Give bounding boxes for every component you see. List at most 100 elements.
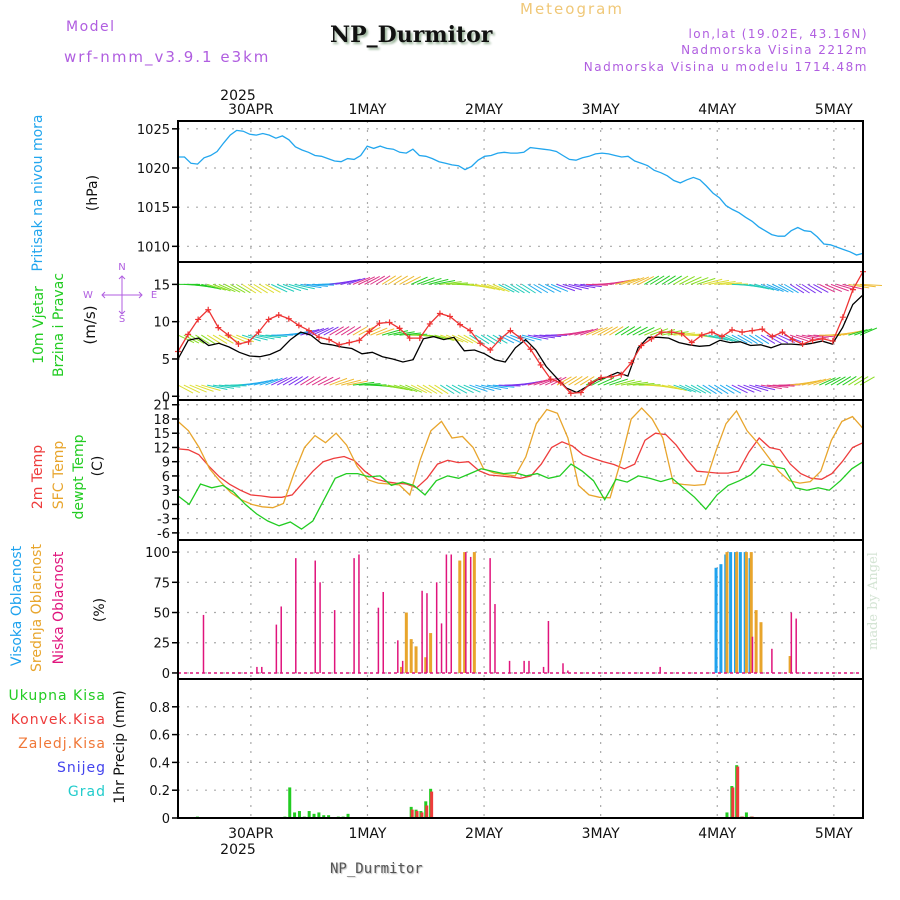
gust-marker <box>195 316 202 323</box>
wind-barb <box>236 283 251 294</box>
gust-marker <box>366 328 373 335</box>
wind-barb <box>795 283 810 294</box>
wind-barb <box>521 283 536 294</box>
wind-barb <box>533 334 555 339</box>
wind-barb <box>247 334 268 341</box>
wind-barb <box>632 382 655 386</box>
wind-barb <box>265 283 281 293</box>
cloud-bar <box>280 606 282 673</box>
gust-marker <box>245 338 252 345</box>
wind-barb <box>684 384 702 394</box>
cloud-bar <box>562 663 564 673</box>
wind-barb <box>673 275 689 285</box>
cloud-bar <box>528 660 530 673</box>
wind-barb <box>580 283 602 288</box>
wind-barb <box>457 334 474 344</box>
wind-barb <box>201 334 216 345</box>
y-tick-label: 0 <box>162 390 170 405</box>
wind-barb <box>708 384 723 395</box>
y-tick-label: 1010 <box>137 240 170 255</box>
y-tick-label: 50 <box>153 607 170 622</box>
gust-marker <box>588 379 595 386</box>
wind-barb <box>731 384 748 394</box>
wind-barb <box>760 384 782 390</box>
wind-barb <box>428 278 449 285</box>
cloud-mid-label: Srednja Oblacnost <box>29 544 45 672</box>
bottom-tick-label: 5MAY <box>815 826 853 842</box>
wind-barb <box>760 283 779 292</box>
compass-w: W <box>83 290 93 301</box>
y-tick-label: 1025 <box>137 123 170 138</box>
cloud-bar <box>465 552 467 673</box>
precip-bar <box>346 813 350 818</box>
wind-barb <box>527 283 542 294</box>
wind-barb <box>265 334 288 337</box>
wind-barb <box>615 379 635 386</box>
gust-marker <box>467 327 474 334</box>
top-tick-label: 2MAY <box>465 102 503 118</box>
wind-barb <box>440 384 455 395</box>
gust-marker <box>698 332 705 339</box>
wind-title: 10m Vjetar <box>31 286 47 364</box>
wind-barb <box>475 334 490 345</box>
wind-barb <box>632 276 650 285</box>
gust-marker <box>275 311 282 318</box>
wind-barb <box>568 376 583 386</box>
wind-barb <box>463 384 481 393</box>
wind-barb <box>527 334 549 340</box>
cloud-bar <box>790 612 793 673</box>
wind-barb <box>789 334 809 342</box>
gust-marker <box>295 322 302 329</box>
compass-arrows-icon <box>101 275 143 315</box>
cloud-bar <box>659 666 661 673</box>
wind-barb <box>335 326 350 336</box>
wind-barb <box>521 334 542 341</box>
wind-barb <box>271 377 288 386</box>
precip-legend-item: Ukupna Kisa <box>8 688 106 704</box>
cloud-bar <box>414 646 418 673</box>
temperature-series-line <box>177 407 864 509</box>
top-year-label: 2025 <box>220 88 256 104</box>
temp-dewpt-label: dewpt Temp <box>71 434 87 519</box>
wind-barb <box>329 326 344 336</box>
wind-barb <box>527 379 548 386</box>
cloud-bar <box>489 558 491 673</box>
wind-barb <box>329 377 348 386</box>
gust-marker <box>598 374 605 381</box>
wind-barb <box>684 276 702 285</box>
gust-marker <box>326 336 333 343</box>
wind-barb <box>515 334 535 342</box>
gust-marker <box>396 325 403 332</box>
temp-2m-label: 2m Temp <box>30 445 46 509</box>
wind-barb <box>778 283 794 293</box>
wind-barb <box>615 278 635 285</box>
wind-barb <box>288 283 309 291</box>
cloud-bar <box>788 656 792 673</box>
wind-barb <box>766 384 789 388</box>
gust-marker <box>688 339 695 346</box>
wind-barb <box>306 283 328 287</box>
y-tick-label: 6 <box>162 470 170 485</box>
wind-barb <box>346 326 362 336</box>
wind-barb <box>661 384 682 391</box>
wind-barb <box>504 283 520 293</box>
wind-barb <box>760 334 776 345</box>
precip-bar <box>410 809 414 818</box>
wind-barb <box>749 283 770 290</box>
wind-barb <box>754 334 770 345</box>
wind-barb <box>626 277 645 285</box>
wind-barb <box>399 332 422 336</box>
bottom-tick-label: 4MAY <box>698 826 736 842</box>
wind-barb <box>574 283 596 289</box>
wind-barb <box>772 384 795 387</box>
precip-legend-item: Zaledj.Kisa <box>18 736 106 752</box>
wind-barb <box>737 384 755 393</box>
wind-barb <box>550 283 569 292</box>
wind-barb <box>609 378 628 386</box>
panel-precip: 0 0.2 0.4 0.6 0.8 <box>149 678 864 827</box>
cloud-bar <box>469 556 472 673</box>
y-tick-label: 3 <box>162 484 170 499</box>
wind-barb <box>714 384 729 395</box>
y-tick-label: -3 <box>157 513 170 528</box>
wind-barb <box>475 283 496 290</box>
